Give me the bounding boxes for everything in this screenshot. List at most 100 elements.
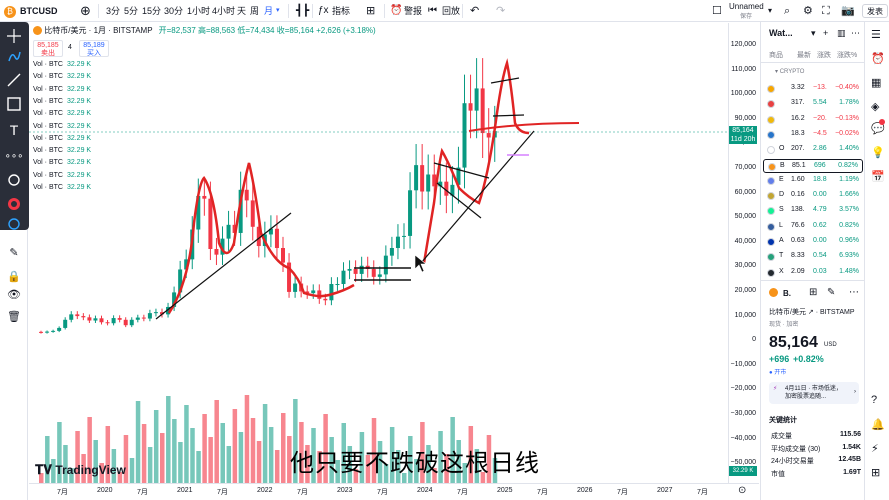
volume-legend-row[interactable]: Vol · BTC 32.29 K bbox=[33, 172, 91, 179]
watchlist-row[interactable]: T 8.33 0.54 6.93% bbox=[763, 250, 863, 264]
interval-month[interactable]: 月 bbox=[264, 6, 274, 16]
volume-legend-row[interactable]: Vol · BTC 32.29 K bbox=[33, 184, 91, 191]
watchlist-menu-icon[interactable]: ▾ bbox=[811, 28, 816, 38]
more-icon[interactable]: ⋯ bbox=[851, 28, 860, 38]
time-axis[interactable]: 7月 2020 7月 2021 7月 2022 7月 2023 7月 2024 7月 2025 7月 20… bbox=[29, 483, 759, 500]
volume-legend-row[interactable]: Vol · BTC 32.29 K bbox=[33, 73, 91, 80]
interval-week[interactable]: 周 bbox=[250, 6, 260, 16]
price-axis[interactable]: 120,000110,000100,00090,00080,00070,0006… bbox=[728, 23, 760, 483]
drawing-annotation[interactable] bbox=[167, 162, 355, 314]
drawing-annotation[interactable] bbox=[155, 212, 292, 320]
trash-icon[interactable]: 🗑 bbox=[7, 310, 21, 323]
watchlist-row[interactable]: 3.32 −13. −0.40% bbox=[763, 82, 863, 96]
news-card[interactable]: ⚡ 4月11日 · 市场低迷，加密股票追随... › bbox=[769, 382, 859, 404]
watchlist-row[interactable]: D 0.16 0.00 1.66% bbox=[763, 189, 863, 203]
replay-icon[interactable]: ⏮ bbox=[428, 5, 437, 16]
interval-4h[interactable]: 4小时 bbox=[212, 6, 236, 16]
interval-3m[interactable]: 3分 bbox=[106, 6, 121, 16]
symbol-search-button[interactable]: BTCUSD bbox=[20, 6, 58, 16]
crosshair-icon[interactable] bbox=[4, 26, 24, 46]
drawing-annotation[interactable] bbox=[468, 122, 580, 132]
apps-grid-icon[interactable]: ⊞ bbox=[871, 467, 881, 479]
volume-legend-row[interactable]: Vol · BTC 32.29 K bbox=[33, 147, 91, 154]
watchlist-icon[interactable]: ☰ bbox=[871, 29, 881, 41]
add-symbol-icon[interactable]: ⊕ bbox=[80, 3, 91, 18]
watchlist-row[interactable]: 317. 5.54 1.78% bbox=[763, 97, 863, 111]
col-change[interactable]: 涨跌 bbox=[817, 52, 831, 59]
watchlist-row[interactable]: E 1.60 18.8 1.19% bbox=[763, 174, 863, 188]
notifications-icon[interactable]: 🔔 bbox=[871, 419, 885, 431]
drawing-annotation[interactable] bbox=[354, 267, 411, 281]
indicators-icon[interactable]: ƒx bbox=[318, 5, 329, 16]
drawing-annotation[interactable] bbox=[433, 162, 490, 219]
interval-1h[interactable]: 1小时 bbox=[187, 6, 211, 16]
layout-square-icon[interactable]: ☐ bbox=[712, 5, 722, 17]
drawing-annotation[interactable] bbox=[420, 130, 535, 264]
alert-clock-icon[interactable]: ⏰ bbox=[390, 5, 403, 16]
volume-legend-row[interactable]: Vol · BTC 32.29 K bbox=[33, 110, 91, 117]
col-last[interactable]: 最新 bbox=[797, 52, 811, 59]
edit-icon[interactable]: ✎ bbox=[827, 287, 836, 298]
rotate-icon[interactable] bbox=[4, 170, 24, 190]
settings-gear-icon[interactable]: ⚙ bbox=[803, 5, 813, 17]
chart-type-candles-icon[interactable]: ┫┣ bbox=[296, 5, 310, 17]
detail-symbol[interactable]: B. bbox=[783, 289, 791, 298]
watchlist-row[interactable]: 16.2 −20. −0.13% bbox=[763, 113, 863, 127]
search-icon[interactable]: ⌕ bbox=[784, 5, 791, 17]
drawing-annotation[interactable] bbox=[490, 77, 525, 117]
rectangle-icon[interactable] bbox=[4, 94, 24, 114]
volume-legend-row[interactable]: Vol · BTC 32.29 K bbox=[33, 135, 91, 142]
go-to-date-icon[interactable]: ⊙ bbox=[738, 485, 747, 496]
trend-line-icon[interactable] bbox=[4, 70, 24, 90]
chevron-down-icon[interactable]: ▾ bbox=[276, 7, 280, 14]
add-watchlist-icon[interactable]: + bbox=[823, 28, 829, 38]
watchlist-row[interactable]: L 76.6 0.62 0.82% bbox=[763, 220, 863, 234]
indicators-button[interactable]: 指标 bbox=[332, 6, 351, 16]
watchlist-row[interactable]: S 138. 4.79 3.57% bbox=[763, 204, 863, 218]
volume-legend-row[interactable]: Vol · BTC 32.29 K bbox=[33, 98, 91, 105]
watchlist-title[interactable]: Wat... bbox=[769, 28, 793, 38]
alerts-clock-icon[interactable]: ⏰ bbox=[871, 53, 885, 65]
drawing-annotation[interactable] bbox=[422, 58, 530, 264]
ruler-icon[interactable]: ✎ bbox=[9, 246, 19, 259]
chart-title[interactable]: 比特币/美元 · 1月 · BITSTAMP bbox=[44, 26, 153, 35]
watchlist-row[interactable]: B 85.1 696 0.82% bbox=[763, 158, 863, 173]
data-window-icon[interactable]: ▦ bbox=[871, 77, 882, 89]
section-crypto[interactable]: ▾ CRYPTO bbox=[775, 68, 804, 75]
volume-legend-row[interactable]: Vol · BTC 32.29 K bbox=[33, 123, 91, 130]
interval-day[interactable]: 天 bbox=[237, 6, 247, 16]
watchlist-row[interactable]: 18.3 −4.5 −0.02% bbox=[763, 128, 863, 142]
ideas-icon[interactable]: 💡 bbox=[871, 147, 885, 159]
col-change-pct[interactable]: 涨跌% bbox=[837, 52, 858, 59]
lock-icon[interactable]: 🔒 bbox=[7, 270, 21, 283]
camera-icon[interactable]: 📷 bbox=[841, 5, 855, 17]
volume-legend-row[interactable]: Vol · BTC 32.29 K bbox=[33, 61, 91, 68]
chart-canvas[interactable] bbox=[29, 23, 729, 483]
grid-icon[interactable]: ⊞ bbox=[809, 287, 818, 298]
watchlist-row[interactable]: A 0.63 0.00 0.96% bbox=[763, 235, 863, 249]
color-picker-icon[interactable] bbox=[4, 194, 24, 214]
layers-icon[interactable]: ◈ bbox=[871, 101, 880, 113]
replay-button[interactable]: 回放 bbox=[442, 6, 461, 16]
interval-30m[interactable]: 30分 bbox=[164, 6, 184, 16]
calendar-icon[interactable]: 📅 bbox=[871, 171, 885, 183]
watchlist-row[interactable]: X 2.09 0.03 1.48% bbox=[763, 266, 863, 280]
layout-chevron-icon[interactable]: ▾ bbox=[768, 6, 773, 15]
layout-grid-icon[interactable]: ⊞ bbox=[366, 5, 376, 17]
lasso-icon[interactable] bbox=[4, 214, 24, 234]
undo-icon[interactable]: ↶ bbox=[470, 5, 480, 17]
volume-legend-row[interactable]: Vol · BTC 32.29 K bbox=[33, 159, 91, 166]
chat-icon[interactable]: 💬 bbox=[871, 123, 885, 135]
detail-name-row[interactable]: 比特币/美元 ↗ · BITSTAMP bbox=[769, 309, 855, 316]
alert-button[interactable]: 警报 bbox=[404, 6, 423, 16]
fullscreen-icon[interactable]: ⛶ bbox=[822, 5, 830, 17]
brush-icon[interactable] bbox=[4, 46, 24, 66]
watchlist-layout-icon[interactable]: ▥ bbox=[837, 28, 846, 38]
layout-name[interactable]: Unnamed bbox=[729, 2, 764, 11]
detail-more-icon[interactable]: ⋯ bbox=[849, 287, 859, 298]
path-icon[interactable]: ∘∘∘ bbox=[4, 150, 24, 162]
interval-15m[interactable]: 15分 bbox=[142, 6, 162, 16]
help-icon[interactable]: ? bbox=[871, 394, 878, 406]
chart-pane[interactable] bbox=[29, 23, 759, 483]
watchlist-row[interactable]: O 207. 2.86 1.40% bbox=[763, 143, 863, 157]
